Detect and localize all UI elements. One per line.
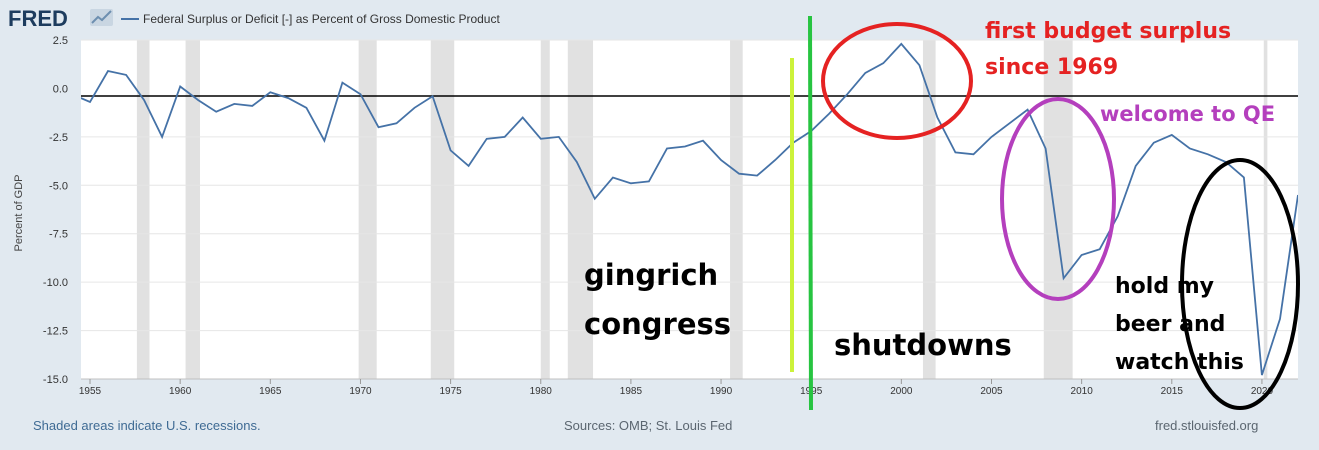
x-tick-label: 1990 bbox=[710, 386, 733, 397]
x-tick-label: 1985 bbox=[620, 386, 643, 397]
sources-text: Sources: OMB; St. Louis Fed bbox=[564, 418, 733, 433]
legend-label: Federal Surplus or Deficit [-] as Percen… bbox=[143, 12, 500, 26]
recession-note[interactable]: Shaded areas indicate U.S. recessions. bbox=[33, 418, 261, 433]
x-tick-label: 2005 bbox=[980, 386, 1003, 397]
y-tick-label: -15.0 bbox=[43, 374, 68, 386]
surplus-circle bbox=[821, 22, 973, 140]
x-tick-label: 1965 bbox=[259, 386, 282, 397]
x-tick-label: 1975 bbox=[439, 386, 462, 397]
series-line[interactable] bbox=[72, 42, 1298, 376]
x-tick-label: 1955 bbox=[79, 386, 102, 397]
y-tick-label: 0.0 bbox=[53, 83, 68, 95]
annotation-beer-line1: hold my bbox=[1115, 274, 1214, 299]
covid-circle bbox=[1180, 158, 1300, 410]
y-tick-label: 2.5 bbox=[53, 35, 68, 47]
recession-band bbox=[1263, 40, 1268, 379]
x-tick-label: 2020 bbox=[1251, 386, 1274, 397]
recession-band bbox=[1043, 40, 1073, 379]
qe-circle bbox=[1000, 97, 1116, 301]
y-tick-label: -5.0 bbox=[49, 180, 68, 192]
marker-line-green bbox=[808, 15, 813, 411]
x-tick-label: 2010 bbox=[1071, 386, 1094, 397]
y-tick-label: -2.5 bbox=[49, 132, 68, 144]
x-tick-label: 1970 bbox=[349, 386, 372, 397]
x-tick-label: 1980 bbox=[530, 386, 553, 397]
recession-band bbox=[185, 40, 200, 379]
legend: Federal Surplus or Deficit [-] as Percen… bbox=[121, 12, 500, 26]
x-tick-label: 2000 bbox=[890, 386, 913, 397]
annotation-qe: welcome to QE bbox=[1100, 102, 1275, 126]
annotation-surplus-line1: first budget surplus bbox=[985, 19, 1231, 44]
recession-band bbox=[358, 40, 377, 379]
fred-logo-text: FRED bbox=[8, 6, 68, 31]
series-layer bbox=[72, 42, 1298, 376]
y-axis-label: Percent of GDP bbox=[13, 174, 25, 251]
y-tick-label: -7.5 bbox=[49, 229, 68, 241]
y-tick-label: -12.5 bbox=[43, 326, 68, 338]
annotation-gingrich-line1: gingrich bbox=[584, 258, 718, 292]
recession-band bbox=[730, 40, 743, 379]
annotation-shutdowns: shutdowns bbox=[834, 328, 1012, 362]
annotation-gingrich-line2: congress bbox=[584, 307, 731, 341]
annotation-beer-line3: watch this bbox=[1115, 350, 1244, 375]
y-tick-label: -10.0 bbox=[43, 277, 68, 289]
x-tick-labels: 1955196019651970197519801985199019952000… bbox=[79, 378, 1298, 397]
x-tick-label: 1960 bbox=[169, 386, 192, 397]
annotation-surplus-line2: since 1969 bbox=[985, 55, 1118, 80]
recession-band bbox=[430, 40, 455, 379]
fred-logo-graph-icon bbox=[90, 9, 113, 26]
y-tick-labels: 2.5 0.0 -2.5 -5.0 -7.5 -10.0 -12.5 -15.0 bbox=[43, 35, 68, 386]
x-tick-label: 2015 bbox=[1161, 386, 1184, 397]
fred-logo[interactable]: FRED bbox=[8, 6, 113, 31]
recession-band bbox=[922, 40, 936, 379]
recession-band bbox=[540, 40, 550, 379]
site-link[interactable]: fred.stlouisfed.org bbox=[1155, 418, 1259, 433]
annotation-beer-line2: beer and bbox=[1115, 312, 1225, 337]
recession-band bbox=[136, 40, 150, 379]
